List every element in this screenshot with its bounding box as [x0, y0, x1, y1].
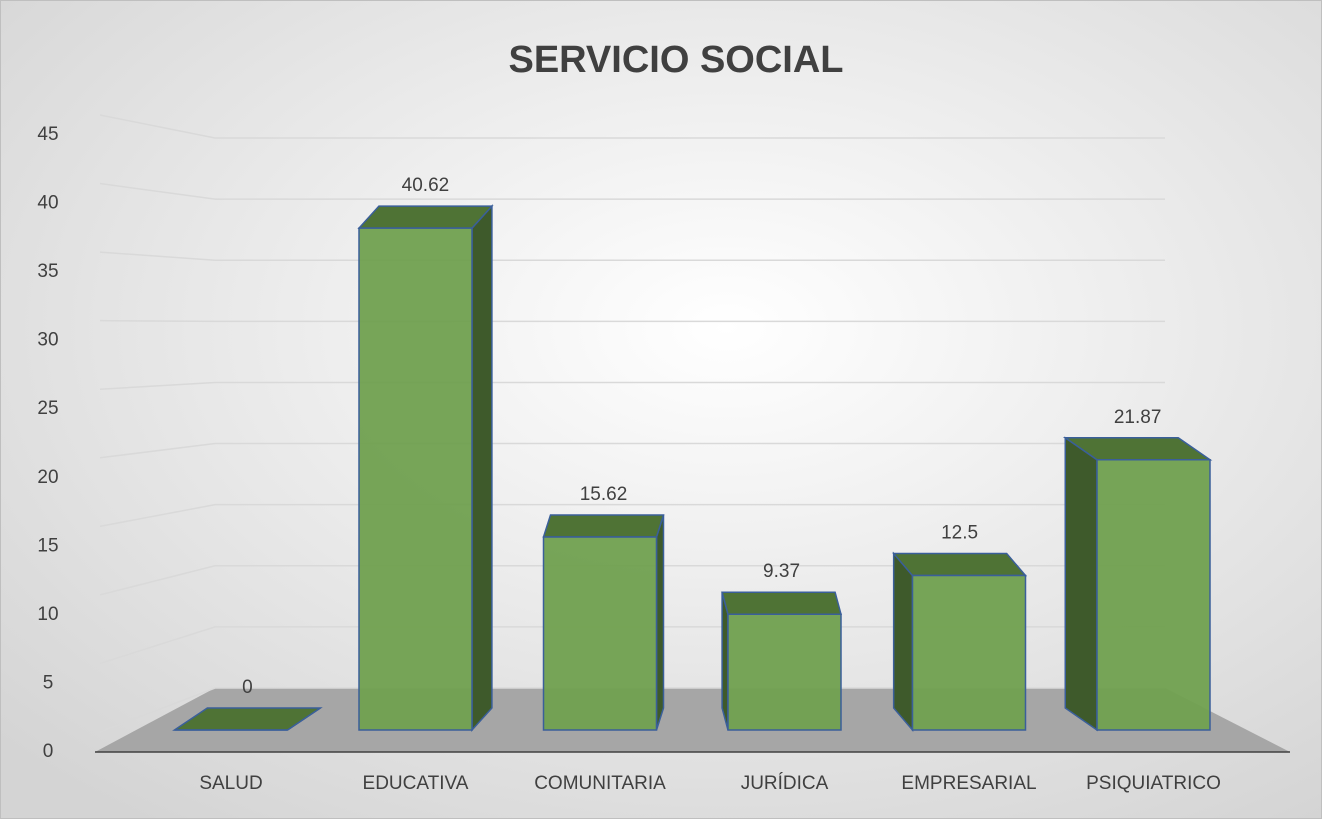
- grid-line: [99, 687, 1165, 733]
- bar: [542, 536, 658, 731]
- bar-side: [1064, 436, 1098, 732]
- bar-side: [471, 204, 493, 732]
- data-label: 21.87: [1114, 407, 1162, 428]
- data-label: 40.62: [402, 175, 450, 196]
- y-tick-label: 45: [37, 124, 58, 145]
- grid-line: [99, 503, 1165, 528]
- bar: [727, 613, 842, 731]
- data-label: 9.37: [763, 561, 800, 582]
- data-label: 0: [242, 677, 253, 698]
- grid-line: [99, 381, 1165, 390]
- y-tick-label: 25: [37, 398, 58, 419]
- bar: [1096, 459, 1211, 731]
- x-tick-label: EDUCATIVA: [363, 773, 469, 794]
- data-label: 12.5: [941, 523, 978, 544]
- y-tick-label: 10: [37, 604, 58, 625]
- data-label: 15.62: [580, 484, 628, 505]
- y-tick-label: 40: [37, 193, 58, 214]
- chart-title: SERVICIO SOCIAL: [508, 39, 843, 81]
- grid-line: [99, 626, 1165, 665]
- y-tick-label: 20: [37, 467, 58, 488]
- grid-line: [99, 251, 1165, 261]
- x-tick-label: EMPRESARIAL: [901, 773, 1036, 794]
- bar-side: [892, 551, 914, 733]
- grid-line: [99, 442, 1165, 459]
- bar-side: [655, 514, 665, 731]
- y-tick-label: 35: [37, 261, 58, 282]
- grid-line: [99, 319, 1165, 323]
- grid-line: [99, 182, 1165, 200]
- bar: [911, 574, 1027, 731]
- x-tick-label: PSIQUIATRICO: [1086, 773, 1221, 794]
- bar-top: [542, 514, 665, 538]
- bar-top: [357, 205, 494, 229]
- bar-top: [721, 591, 842, 615]
- x-tick-label: SALUD: [199, 773, 262, 794]
- y-tick-label: 5: [43, 672, 54, 693]
- grid-line: [99, 565, 1165, 596]
- bar: [358, 227, 473, 731]
- grid-line: [99, 114, 1165, 139]
- y-tick-label: 30: [37, 330, 58, 351]
- bar-top: [892, 552, 1028, 577]
- y-tick-label: 15: [37, 535, 58, 556]
- x-tick-label: JURÍDICA: [741, 773, 829, 794]
- y-tick-label: 0: [43, 741, 54, 762]
- x-tick-label: COMUNITARIA: [534, 773, 666, 794]
